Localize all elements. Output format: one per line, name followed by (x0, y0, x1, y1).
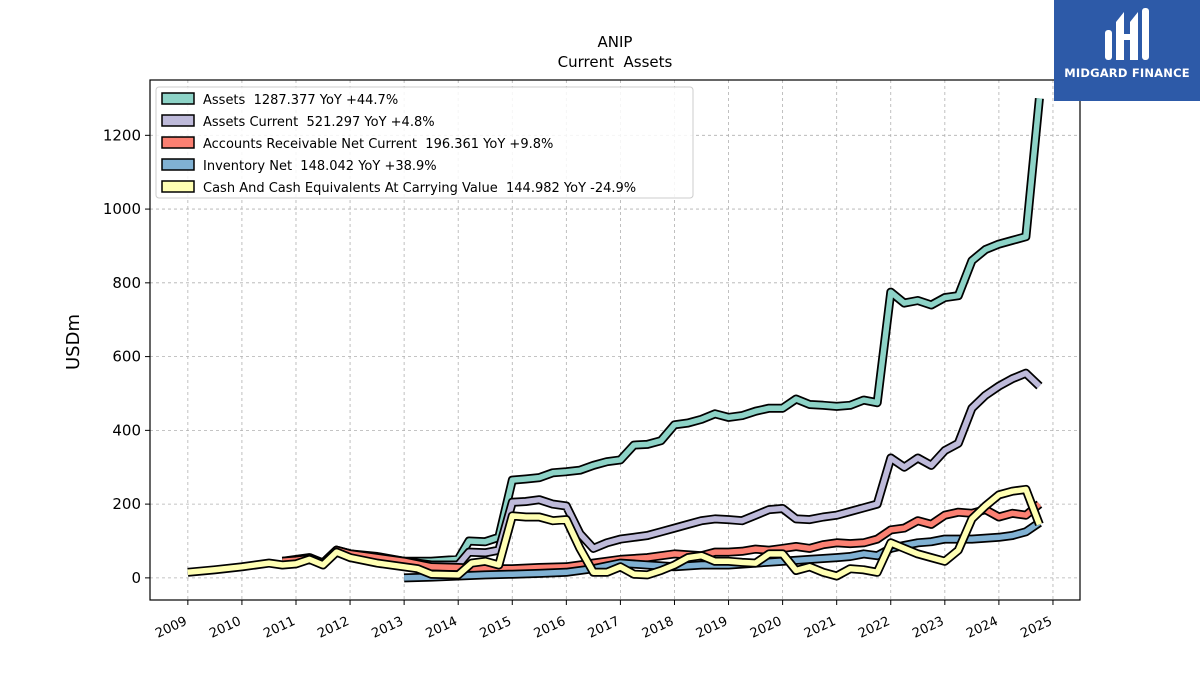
x-tick-label: 2024 (964, 614, 1000, 642)
x-tick-label: 2018 (640, 614, 676, 642)
x-tick-label: 2025 (1018, 614, 1054, 642)
x-tick-label: 2012 (315, 614, 351, 642)
x-tick-label: 2013 (369, 614, 405, 642)
y-tick-label: 0 (131, 569, 141, 587)
x-tick-label: 2021 (802, 614, 838, 642)
legend-label: Inventory Net 148.042 YoY +38.9% (203, 159, 437, 174)
x-tick-label: 2023 (910, 614, 946, 642)
y-tick-label: 1200 (103, 126, 141, 144)
x-tick-label: 2011 (261, 614, 297, 642)
x-tick-label: 2016 (532, 614, 568, 642)
chart-title: ANIP (598, 33, 633, 51)
brand-name: MIDGARD FINANCE (1064, 66, 1190, 80)
brand-logo: MIDGARD FINANCE (1054, 0, 1200, 101)
x-tick-label: 2019 (694, 614, 730, 642)
legend-label: Cash And Cash Equivalents At Carrying Va… (203, 181, 636, 196)
y-tick-label: 400 (112, 421, 141, 439)
legend-swatch (162, 137, 194, 148)
y-tick-label: 200 (112, 495, 141, 513)
x-tick-label: 2022 (856, 614, 892, 642)
midgard-logo-icon (1102, 0, 1152, 64)
legend-label: Accounts Receivable Net Current 196.361 … (203, 137, 553, 152)
x-tick-label: 2014 (424, 614, 460, 642)
x-tick-label: 2015 (478, 614, 514, 642)
y-tick-label: 600 (112, 348, 141, 366)
chart-subtitle: Current Assets (558, 53, 673, 71)
legend-swatch (162, 93, 194, 104)
x-tick-label: 2017 (586, 614, 622, 642)
chart: ANIP Current Assets USDm 2009 2010 2011 201… (0, 0, 1200, 675)
legend-swatch (162, 115, 194, 126)
legend-swatch (162, 181, 194, 192)
y-tick-label: 1000 (103, 200, 141, 218)
x-tick-label: 2009 (153, 614, 189, 642)
series-line-outline-1 (283, 373, 1040, 565)
y-axis-label: USDm (63, 314, 84, 370)
y-tick-label: 800 (112, 274, 141, 292)
x-tick-label: 2010 (207, 614, 243, 642)
legend: Assets 1287.377 YoY +44.7% Assets Current… (156, 87, 693, 198)
legend-label: Assets 1287.377 YoY +44.7% (203, 93, 398, 108)
x-tick-label: 2020 (748, 614, 784, 642)
legend-label: Assets Current 521.297 YoY +4.8% (203, 115, 435, 130)
legend-swatch (162, 159, 194, 170)
